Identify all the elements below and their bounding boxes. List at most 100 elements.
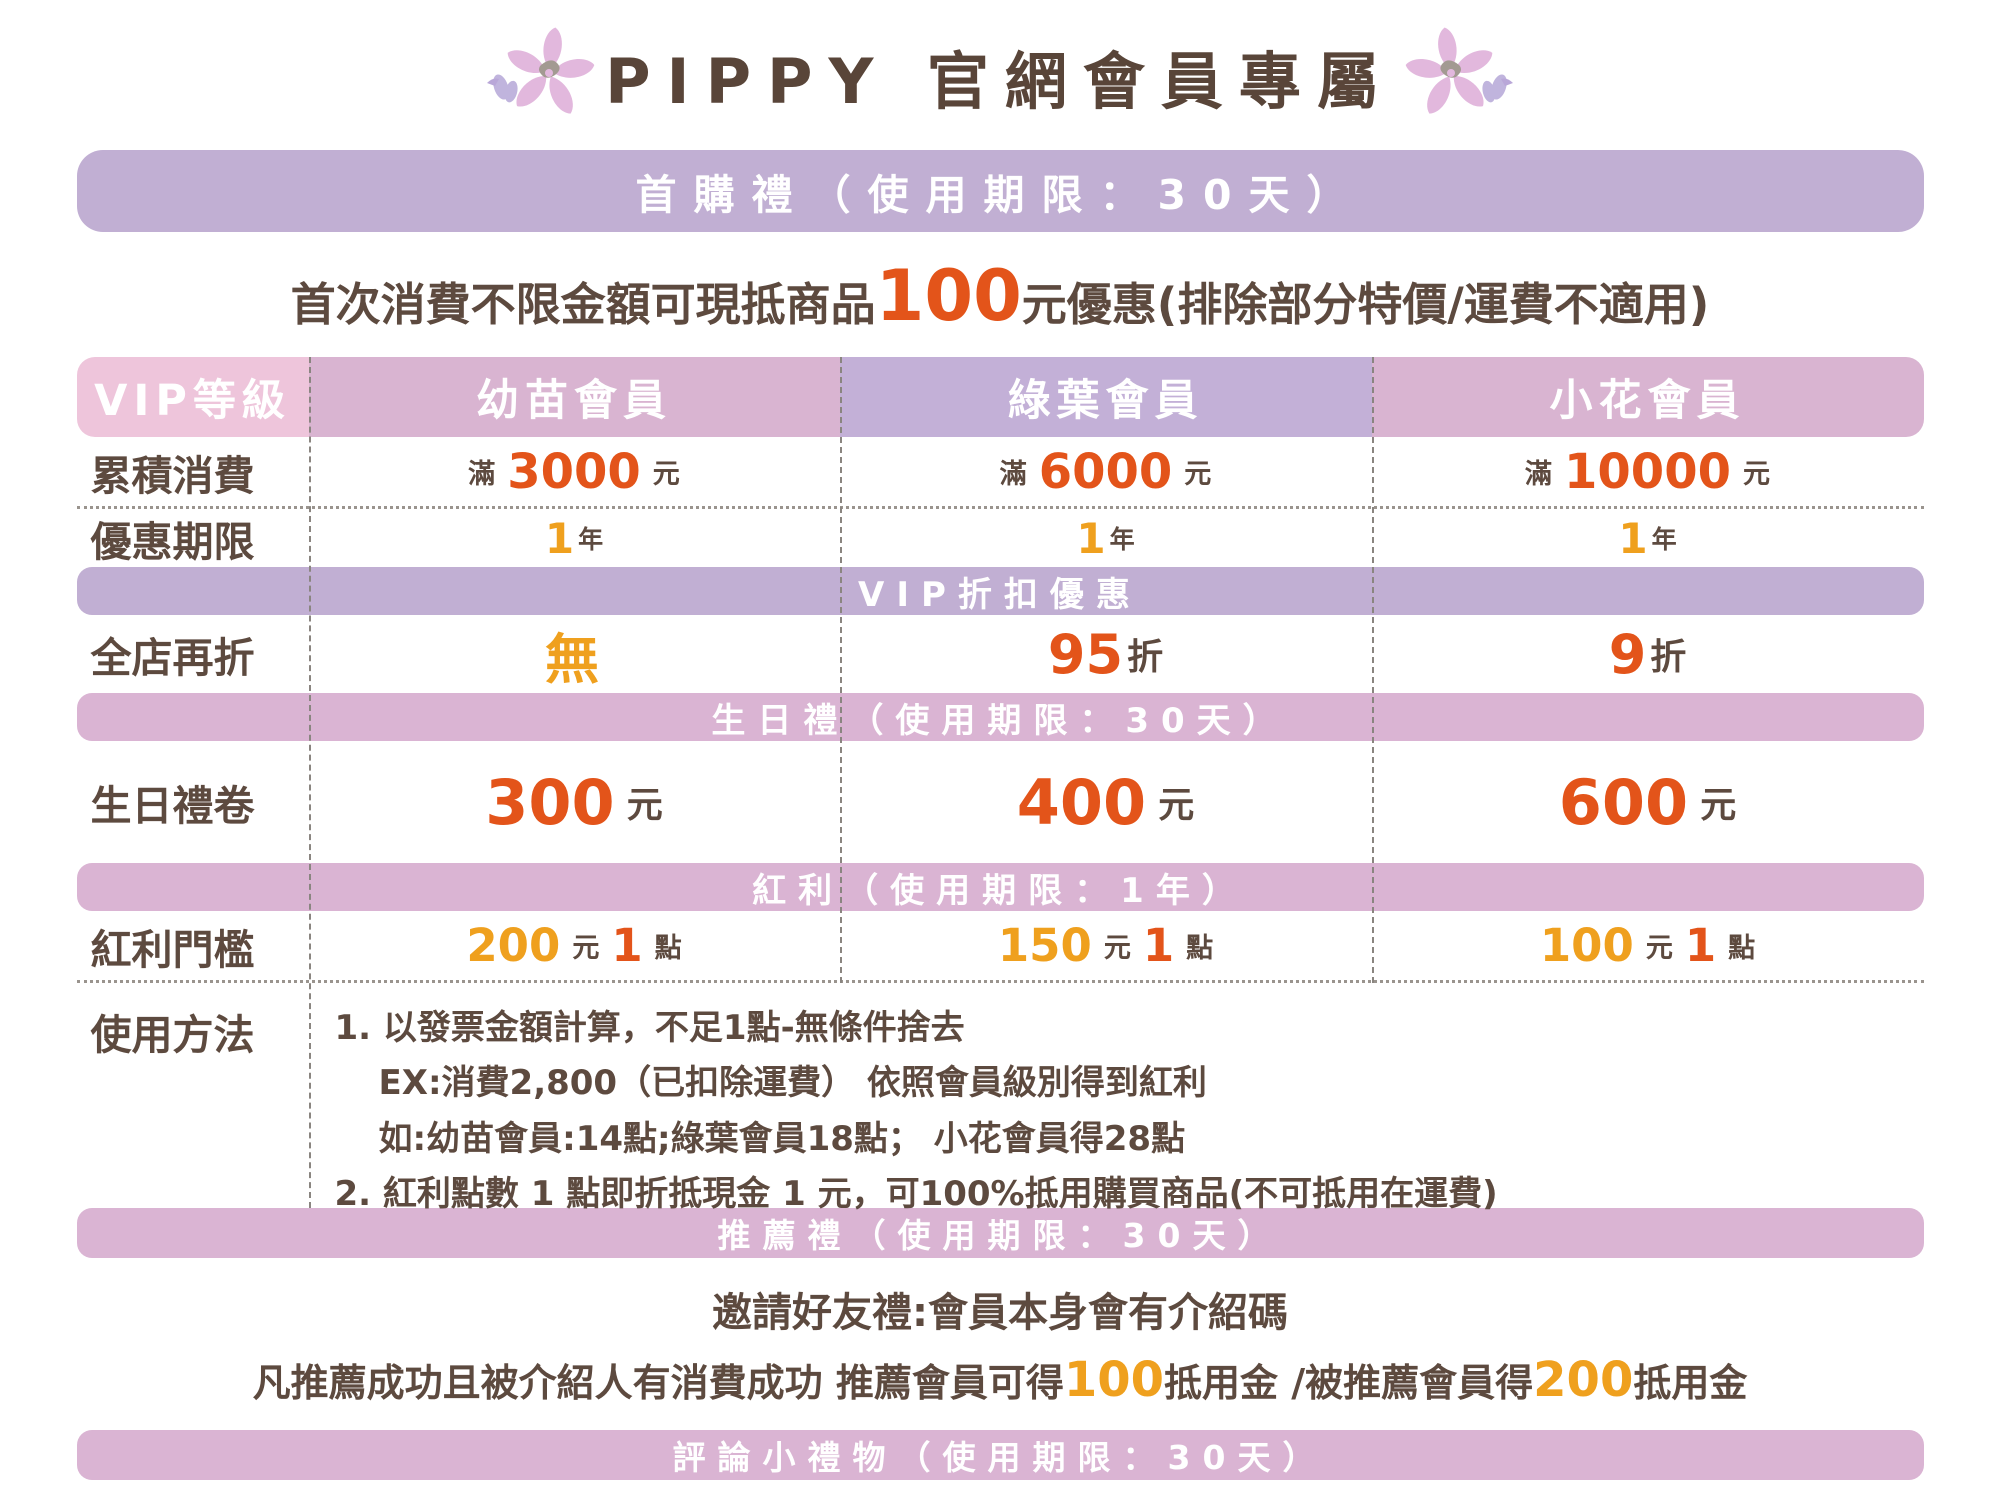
header-green-leaf-member: 綠葉會員	[839, 357, 1372, 437]
bonus-points: 1	[1684, 919, 1717, 972]
discount-green-leaf-cell: 95 折	[840, 623, 1372, 686]
spend-pre: 滿	[1525, 459, 1552, 490]
birthday-value: 600	[1558, 765, 1689, 839]
birthday-little-flower-cell: 600 元	[1372, 766, 1924, 839]
birthday-value: 400	[1016, 765, 1147, 839]
page-title: PIPPY 官網會員專屬	[605, 45, 1395, 118]
desc-pre: 首次消費不限金額可現抵商品	[290, 278, 876, 331]
membership-table: VIP等級 幼苗會員 綠葉會員 小花會員 累積消費 滿 3000 元 滿 6000 元 …	[76, 357, 1924, 1214]
usage-instructions: 1. 以發票金額計算，不足1點-無條件捨去 EX:消費2,800（已扣除運費） …	[309, 1001, 1924, 1223]
discount-unit: 折	[1650, 637, 1687, 678]
banner-review-gift: 評論小禮物（使用期限：30天）	[76, 1430, 1924, 1480]
spend-pre: 滿	[468, 459, 496, 490]
header-vip-level: VIP等級	[76, 357, 309, 437]
header-seedling-member: 幼苗會員	[308, 357, 840, 437]
spend-seedling-cell: 滿 3000 元	[309, 444, 840, 500]
spend-unit: 元	[1184, 459, 1212, 490]
referral-mid: 抵用金 /被推薦會員得	[1164, 1361, 1534, 1405]
birthday-unit: 元	[1158, 785, 1195, 826]
row-accumulated-spend: 累積消費 滿 3000 元 滿 6000 元 滿 10000 元	[76, 437, 1924, 509]
banner-referral-gift: 推薦禮（使用期限：30天）	[76, 1208, 1924, 1258]
bonus-little-flower-cell: 100 元 1 點	[1372, 919, 1924, 972]
period-value: 1	[544, 513, 575, 563]
row-bonus-threshold: 紅利門檻 200 元 1 點 150 元 1 點 100 元 1 點	[76, 911, 1924, 983]
period-unit: 年	[578, 525, 604, 554]
row-label: 全店再折	[90, 634, 255, 682]
row-label: 使用方法	[90, 1011, 255, 1059]
poster-header: PIPPY 官網會員專屬	[77, 26, 1924, 126]
banner-vip-discount: VIP折扣優惠	[76, 567, 1924, 615]
bonus-points: 1	[611, 919, 643, 972]
spend-value: 3000	[507, 443, 641, 500]
discount-value: 無	[545, 627, 599, 691]
period-unit: 年	[1651, 525, 1677, 554]
spend-value: 10000	[1564, 443, 1731, 500]
usage-line-2: EX:消費2,800（已扣除運費） 依照會員級別得到紅利	[378, 1063, 1207, 1104]
discount-seedling-cell: 無	[309, 615, 840, 694]
column-divider	[1371, 357, 1374, 983]
row-birthday-voucher: 生日禮卷 300 元 400 元 600 元	[77, 741, 1924, 863]
bonus-points-unit: 點	[1728, 933, 1756, 964]
bonus-seedling-cell: 200 元 1 點	[309, 919, 840, 972]
row-label: 紅利門檻	[90, 925, 255, 974]
bonus-points-unit: 點	[654, 933, 682, 964]
discount-value: 95	[1047, 622, 1124, 686]
bonus-unit: 元	[1645, 933, 1673, 964]
row-label: 優惠期限	[90, 518, 255, 566]
bonus-points-unit: 點	[1186, 933, 1214, 964]
flower-icon-left	[487, 27, 595, 114]
referral-invite-line: 邀請好友禮:會員本身會有介紹碼	[712, 1290, 1288, 1336]
birthday-green-leaf-cell: 400 元	[840, 766, 1372, 839]
birthday-unit: 元	[626, 785, 663, 826]
bonus-green-leaf-cell: 150 元 1 點	[840, 919, 1372, 972]
birthday-seedling-cell: 300 元	[309, 766, 840, 839]
period-value: 1	[1618, 513, 1648, 563]
referral-amount-2: 200	[1533, 1352, 1634, 1408]
membership-poster: PIPPY 官網會員專屬 首購禮（使用期限：30天） 首次消費不	[76, 0, 1924, 1490]
bonus-amount: 100	[1539, 919, 1634, 972]
bonus-amount: 150	[997, 919, 1092, 972]
row-usage-instructions: 使用方法 1. 以發票金額計算，不足1點-無條件捨去 EX:消費2,800（已扣…	[77, 983, 1924, 1214]
usage-line-1: 1. 以發票金額計算，不足1點-無條件捨去	[334, 1008, 965, 1048]
discount-value: 9	[1608, 622, 1647, 686]
referral-post: 抵用金	[1633, 1361, 1748, 1405]
column-divider	[839, 357, 842, 983]
row-label: 生日禮卷	[90, 782, 255, 830]
banner-bonus-points: 紅利（使用期限：1年）	[76, 863, 1924, 911]
banner-first-purchase: 首購禮（使用期限：30天）	[76, 150, 1924, 232]
referral-pre: 凡推薦成功且被介紹人有消費成功 推薦會員可得	[252, 1361, 1064, 1405]
discount-unit: 折	[1127, 637, 1164, 678]
referral-reward-line: 凡推薦成功且被介紹人有消費成功 推薦會員可得100抵用金 /被推薦會員得200抵…	[77, 1352, 1924, 1408]
bonus-points: 1	[1142, 919, 1175, 972]
table-header-row: VIP等級 幼苗會員 綠葉會員 小花會員	[76, 357, 1924, 437]
usage-line-4: 2. 紅利點數 1 點即折抵現金 1 元，可100%抵用購買商品(不可抵用在運費…	[334, 1174, 1498, 1215]
period-unit: 年	[1109, 525, 1135, 554]
row-label: 累積消費	[90, 451, 255, 500]
header-little-flower-member: 小花會員	[1371, 357, 1924, 437]
first-purchase-desc: 首次消費不限金額可現抵商品100元優惠(排除部分特價/運費不適用)	[77, 244, 1924, 349]
spend-unit: 元	[1743, 459, 1770, 490]
bonus-unit: 元	[1103, 933, 1131, 964]
spend-unit: 元	[652, 459, 680, 490]
flower-icon-right	[1405, 27, 1513, 114]
bonus-amount: 200	[466, 919, 561, 972]
referral-amount-1: 100	[1063, 1352, 1165, 1408]
bonus-unit: 元	[572, 933, 600, 964]
birthday-unit: 元	[1700, 785, 1737, 826]
period-value: 1	[1076, 513, 1106, 563]
spend-pre: 滿	[999, 459, 1027, 490]
column-divider	[308, 357, 311, 1208]
banner-birthday-gift: 生日禮（使用期限：30天）	[76, 693, 1924, 741]
spend-value: 6000	[1038, 443, 1173, 500]
desc-post: 元優惠(排除部分特價/運費不適用)	[1021, 278, 1710, 331]
spend-little-flower-cell: 滿 10000 元	[1372, 444, 1924, 500]
usage-line-3: 如:幼苗會員:14點;綠葉會員18點； 小花會員得28點	[378, 1118, 1186, 1159]
birthday-value: 300	[485, 765, 615, 839]
spend-green-leaf-cell: 滿 6000 元	[840, 444, 1372, 500]
